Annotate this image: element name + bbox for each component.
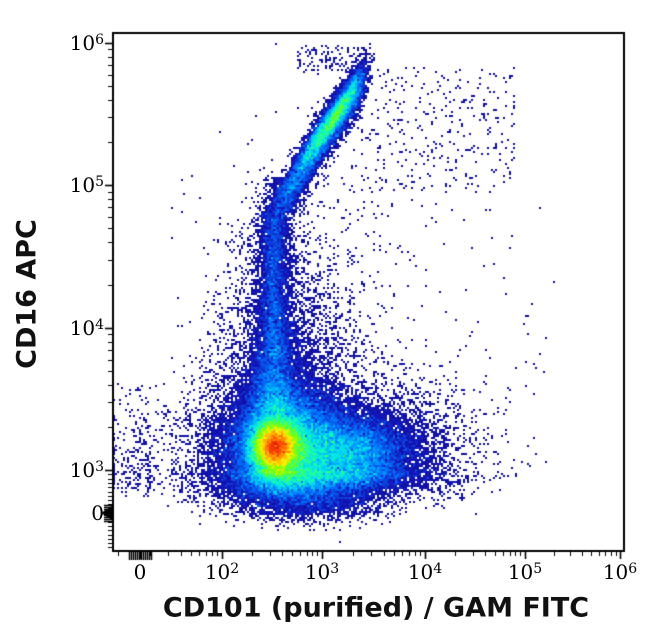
x-tick-label: 104 (407, 560, 443, 584)
x-tick-label: 105 (507, 560, 543, 584)
y-tick-label: 103 (69, 458, 104, 482)
x-tick-label: 0 (133, 560, 147, 584)
y-axis-title: CD16 APC (11, 219, 43, 369)
y-tick-label: 0 (91, 501, 104, 525)
x-tick-label: 102 (204, 560, 240, 584)
y-tick-label: 106 (69, 31, 104, 55)
x-tick-label: 106 (602, 560, 638, 584)
y-tick-label: 104 (69, 316, 104, 340)
y-tick-label: 105 (69, 173, 104, 197)
x-tick-label: 103 (304, 560, 340, 584)
x-axis-title: CD101 (purified) / GAM FITC (162, 592, 590, 624)
